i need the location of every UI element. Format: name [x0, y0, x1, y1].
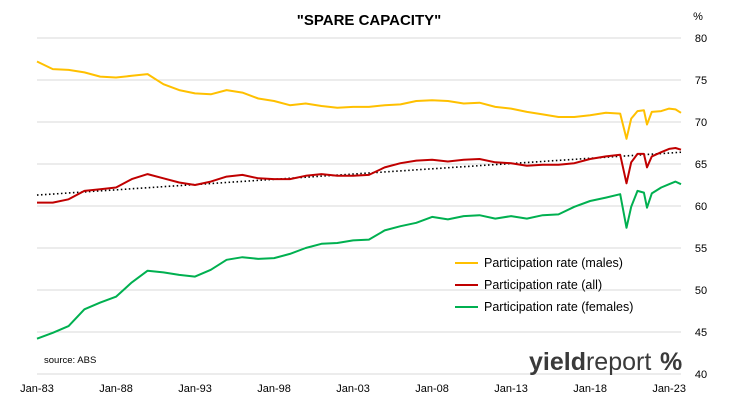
- gridlines: [37, 37, 681, 375]
- x-tick-label: Jan-03: [336, 383, 370, 395]
- x-tick-label: Jan-23: [652, 383, 686, 395]
- x-tick-label: Jan-83: [20, 383, 54, 395]
- logo-yield: yield: [529, 348, 586, 376]
- x-axis-ticks: Jan-83 Jan-88 Jan-93 Jan-98 Jan-03 Jan-08 Jan-…: [20, 383, 686, 395]
- x-tick-label: Jan-18: [573, 383, 607, 395]
- y-tick-label: 80: [695, 33, 707, 45]
- logo-percent-mark: %: [660, 348, 682, 376]
- y-tick-label: 45: [695, 327, 707, 339]
- x-tick-label: Jan-13: [494, 383, 528, 395]
- x-tick-label: Jan-93: [178, 383, 212, 395]
- y-tick-label: 70: [695, 117, 707, 129]
- logo-report: report: [586, 348, 651, 376]
- chart-title: "SPARE CAPACITY": [297, 12, 442, 29]
- y-tick-label: 75: [695, 75, 707, 87]
- logo-text: yieldreport: [529, 348, 651, 376]
- x-tick-label: Jan-08: [415, 383, 449, 395]
- yieldreport-logo: yieldreport %: [529, 348, 682, 376]
- legend-label-all: Participation rate (all): [484, 278, 602, 292]
- series-line-all: [37, 147, 682, 204]
- legend-label-females: Participation rate (females): [484, 300, 633, 314]
- legend: Participation rate (males) Participation…: [455, 256, 633, 314]
- y-tick-label: 40: [695, 369, 707, 381]
- y-axis-ticks: 40 45 50 55 60 65 70 75 80: [695, 33, 707, 381]
- y-tick-label: 60: [695, 201, 707, 213]
- y-tick-label: 55: [695, 243, 707, 255]
- y-tick-label: 50: [695, 285, 707, 297]
- source-note: source: ABS: [44, 355, 96, 366]
- series-line-females: [36, 180, 682, 340]
- y-tick-label: 65: [695, 159, 707, 171]
- x-tick-label: Jan-98: [257, 383, 291, 395]
- legend-label-males: Participation rate (males): [484, 256, 623, 270]
- y-axis-unit: %: [693, 11, 703, 23]
- x-tick-label: Jan-88: [99, 383, 133, 395]
- series-line-males: [36, 60, 682, 140]
- series-lines: [36, 60, 682, 340]
